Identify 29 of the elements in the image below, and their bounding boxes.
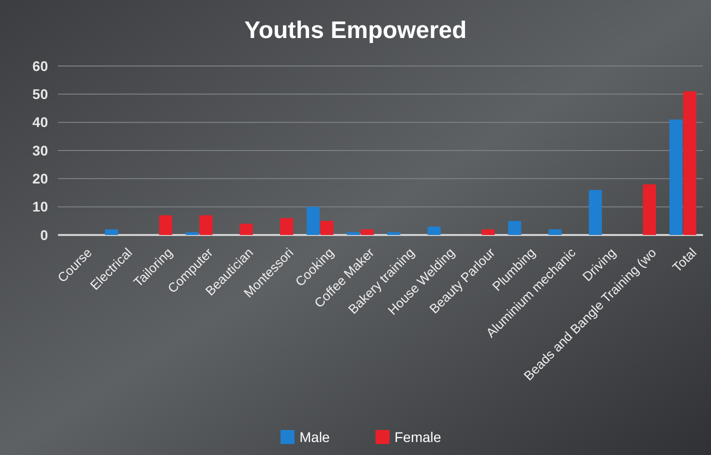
bar (669, 120, 682, 235)
y-tick-label: 30 (32, 142, 48, 158)
y-tick-label: 0 (40, 226, 48, 243)
y-tick-label: 50 (32, 86, 48, 102)
bar (105, 229, 118, 235)
bar (360, 229, 374, 235)
chart-title: Youths Empowered (244, 17, 467, 44)
bar (199, 215, 213, 235)
y-tick-label: 10 (32, 198, 48, 215)
bar (548, 229, 562, 235)
y-tick-label: 20 (32, 170, 48, 187)
y-tick-label: 40 (32, 114, 48, 130)
bar (588, 190, 602, 235)
bar (186, 232, 199, 235)
bar (240, 224, 253, 235)
bar (642, 184, 656, 235)
bar (387, 232, 400, 235)
bar (428, 226, 441, 235)
bar (280, 218, 294, 235)
bar (159, 215, 172, 235)
y-tick-label: 60 (32, 58, 48, 74)
legend-label: Female (394, 428, 442, 445)
bar (482, 229, 495, 235)
bar (346, 232, 360, 235)
bar (683, 91, 696, 235)
bar (508, 220, 522, 235)
bar (306, 206, 320, 235)
legend-label: Male (300, 428, 330, 445)
bar (320, 220, 334, 235)
